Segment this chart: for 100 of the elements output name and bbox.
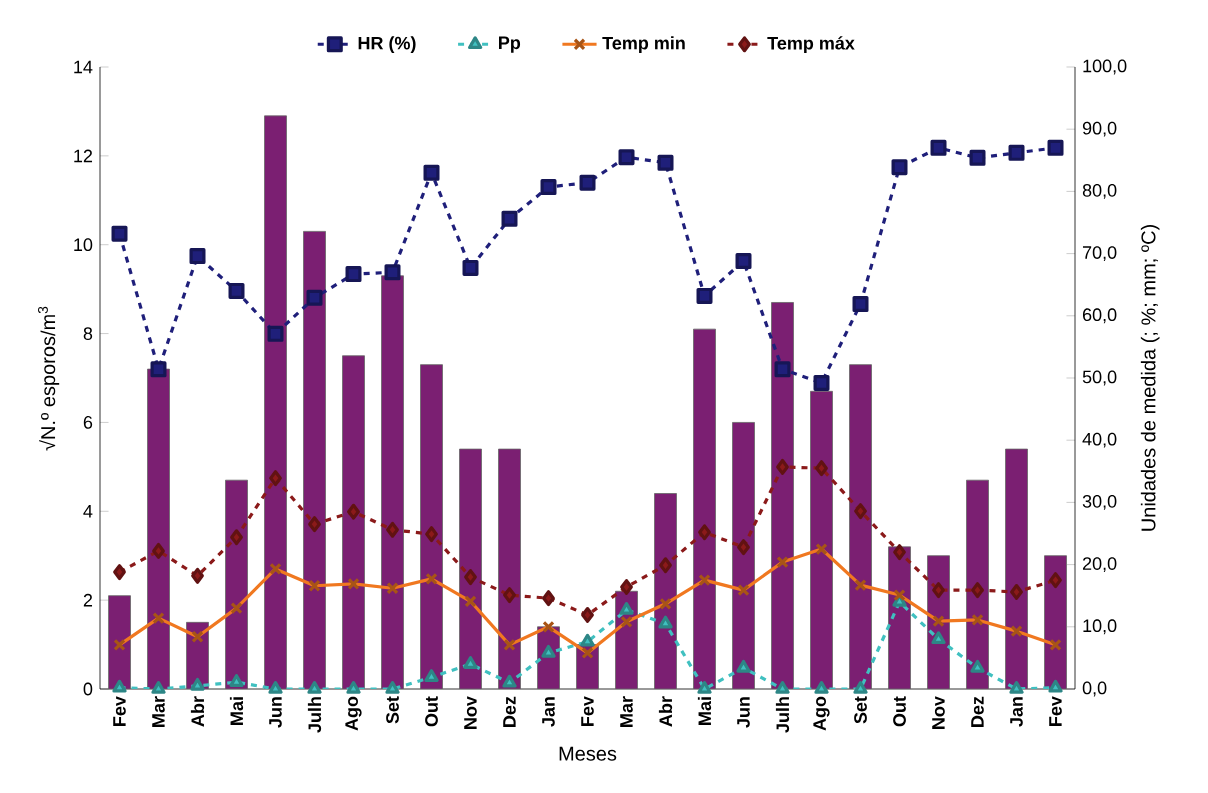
point (776, 458, 789, 475)
point (696, 287, 713, 304)
point (502, 674, 517, 688)
y2-tick-label: 50,0 (1082, 370, 1117, 386)
point (931, 631, 946, 645)
point (190, 677, 205, 691)
x-tick-label: Fev (113, 696, 126, 726)
legend-label: HR (%) (358, 36, 416, 54)
point (579, 174, 596, 191)
point (229, 674, 244, 687)
point (581, 606, 594, 623)
point (970, 659, 985, 673)
x-tick-label: Fev (1049, 696, 1062, 726)
y-tick-label: 12 (74, 149, 93, 163)
point (814, 680, 829, 694)
point (540, 179, 557, 196)
point (1048, 679, 1063, 693)
point (384, 264, 401, 281)
y-tick-label: 6 (83, 416, 93, 429)
y-tick-label: 2 (83, 593, 93, 607)
bar (264, 115, 287, 689)
point (150, 361, 167, 378)
x-tick-label: Mar (152, 696, 165, 727)
x-tick-label: Nov (464, 696, 477, 729)
y2-axis-title: Unidades de medida (; %; mm; ºC) (1140, 225, 1160, 531)
y2-tick-label: 60,0 (1082, 308, 1117, 324)
point (347, 503, 360, 520)
x-tick-label: Jan (542, 697, 555, 727)
point (386, 521, 399, 538)
x-tick-label: Ago (813, 696, 830, 731)
y-tick-label: 14 (74, 60, 93, 74)
point (619, 602, 634, 615)
point (1049, 572, 1062, 589)
x-tick-label: Jun (269, 697, 282, 728)
x-tick-label: Abr (190, 696, 205, 727)
y2-tick-label: 70,0 (1082, 246, 1117, 262)
bar (459, 448, 482, 689)
bar (303, 230, 326, 689)
point (151, 680, 166, 694)
y-axis-title: √N.º esporos/m$^{3}$ (38, 306, 60, 451)
y2-tick-label: 20,0 (1082, 557, 1117, 573)
bar (420, 364, 443, 689)
point (385, 680, 400, 694)
point (775, 680, 790, 694)
legend-label: Temp máx (767, 36, 855, 54)
point (541, 644, 556, 658)
point (657, 154, 674, 171)
y2-tick-label: 0,0 (1082, 681, 1107, 697)
point (230, 529, 243, 546)
bar (966, 479, 989, 689)
x-tick-label: Out (893, 696, 906, 727)
x-tick-label: Jun (737, 697, 750, 728)
y2-tick-label: 80,0 (1082, 183, 1117, 199)
y-tick-label: 0 (83, 682, 93, 696)
bar (654, 493, 677, 689)
x-tick-label: Jan (1010, 697, 1023, 727)
bar (498, 448, 521, 689)
x-tick-label: Set (854, 696, 867, 724)
point (1047, 139, 1064, 156)
point (1008, 144, 1025, 161)
point (893, 544, 906, 561)
x-tick-label: Abr (658, 696, 673, 727)
point (736, 659, 751, 673)
bar (1044, 555, 1067, 689)
point (267, 325, 284, 342)
point (462, 259, 479, 276)
point (971, 582, 984, 599)
point (191, 567, 204, 584)
point (852, 295, 869, 312)
point (346, 680, 361, 694)
y2-tick-label: 30,0 (1082, 494, 1117, 510)
point (813, 374, 830, 391)
bar (693, 328, 716, 689)
bar (225, 479, 248, 689)
point (501, 210, 518, 227)
x-tick-label: Mai (697, 697, 712, 725)
x-tick-label: Dez (971, 696, 984, 727)
point (658, 615, 673, 629)
y-tick-label: 10 (74, 238, 93, 252)
point (580, 633, 595, 647)
x-tick-label: Julh (775, 697, 790, 733)
legend-label: Temp min (602, 36, 685, 54)
point (464, 569, 477, 586)
point (774, 361, 791, 378)
bar (108, 595, 131, 689)
point (618, 149, 635, 166)
point (113, 564, 126, 581)
point (735, 253, 752, 270)
y2-tick-label: 90,0 (1082, 121, 1117, 137)
point (542, 590, 555, 607)
y2-tick-label: 10,0 (1083, 619, 1117, 635)
point (152, 542, 165, 559)
point (268, 680, 283, 694)
point (269, 470, 282, 487)
point (697, 680, 712, 694)
point (111, 225, 128, 242)
point (854, 503, 867, 520)
point (425, 526, 438, 543)
bar (381, 275, 404, 689)
point (1009, 680, 1024, 694)
